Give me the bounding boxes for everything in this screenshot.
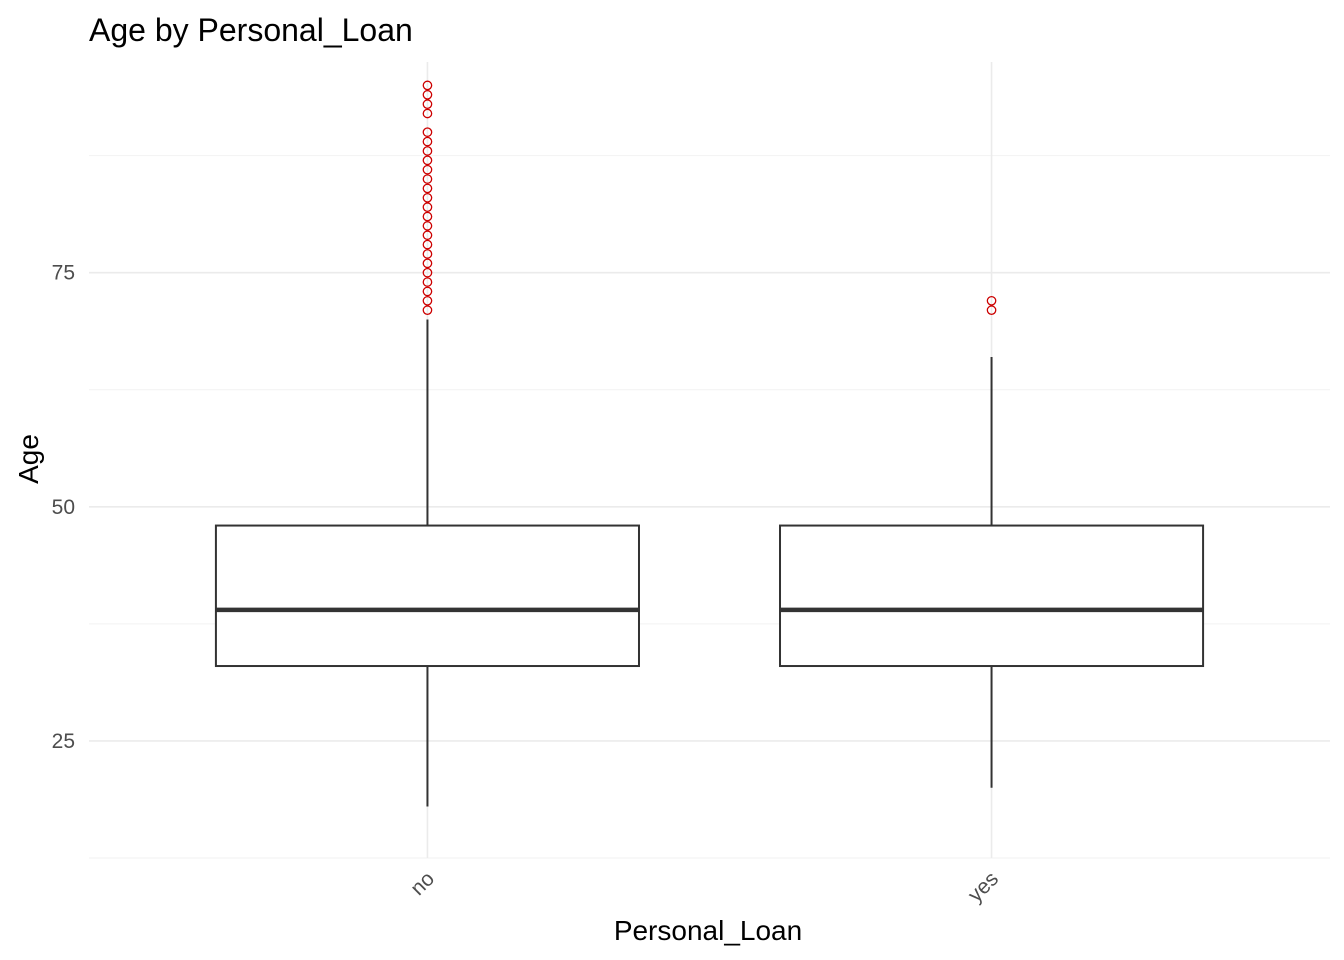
- outlier-point: [422, 295, 433, 306]
- box-iqr: [779, 524, 1205, 668]
- outlier-point: [422, 146, 433, 156]
- outlier-point: [986, 295, 997, 306]
- x-tick-label: no: [406, 867, 439, 900]
- x-axis-title: Personal_Loan: [614, 915, 802, 946]
- outlier-point: [422, 174, 433, 184]
- y-tick-label: 75: [52, 262, 75, 285]
- outlier-point: [422, 202, 433, 213]
- box-iqr: [214, 524, 640, 668]
- outlier-point: [422, 277, 433, 287]
- outlier-point: [422, 239, 433, 250]
- grid-lines: [89, 62, 1330, 859]
- box-marks: [214, 80, 1205, 807]
- x-tick-label: yes: [964, 867, 1003, 906]
- outlier-point: [422, 267, 433, 278]
- outlier-point: [422, 249, 433, 259]
- chart-title: Age by Personal_Loan: [89, 12, 413, 48]
- outlier-point: [422, 89, 433, 100]
- outlier-point: [422, 192, 433, 203]
- outlier-point: [422, 286, 433, 297]
- outlier-point: [422, 155, 433, 166]
- y-tick-label: 25: [52, 730, 75, 753]
- outlier-point: [422, 127, 433, 138]
- outlier-point: [422, 99, 433, 109]
- outlier-point: [422, 136, 433, 147]
- outlier-point: [422, 80, 433, 91]
- outlier-point: [422, 258, 433, 269]
- outlier-point: [422, 108, 433, 119]
- outlier-point: [986, 305, 997, 316]
- outlier-point: [422, 164, 433, 175]
- outlier-point: [422, 183, 433, 194]
- y-tick-label: 50: [52, 496, 75, 519]
- outlier-point: [422, 211, 433, 222]
- outlier-point: [422, 305, 433, 316]
- outlier-point: [422, 230, 433, 241]
- y-axis-title: Age: [13, 434, 44, 484]
- outlier-point: [422, 221, 433, 231]
